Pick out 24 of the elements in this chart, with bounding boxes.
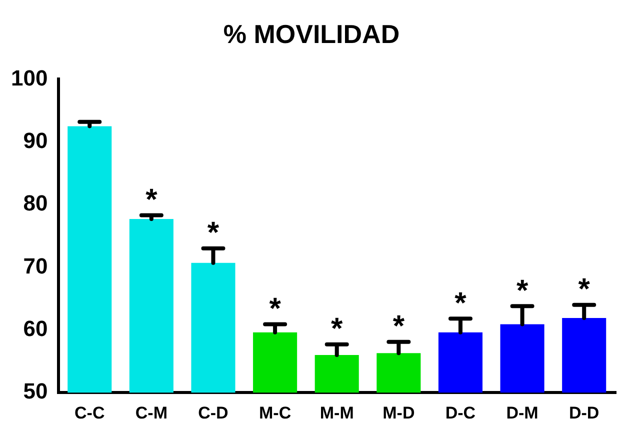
x-tick-label: M-M bbox=[320, 403, 354, 422]
annotation: * bbox=[516, 274, 528, 308]
annotation: * bbox=[578, 273, 590, 306]
y-tick-label: 50 bbox=[23, 378, 48, 404]
annotation: * bbox=[146, 183, 158, 216]
x-tick-label: C-D bbox=[198, 403, 228, 422]
x-tick-label: M-D bbox=[382, 403, 415, 422]
annotation: * bbox=[269, 292, 282, 326]
x-tick-label: D-C bbox=[445, 403, 476, 422]
y-tick-label: 70 bbox=[23, 253, 48, 278]
annotation: * bbox=[392, 310, 405, 344]
chart-title: % MOVILIDAD bbox=[223, 18, 400, 49]
annotation: * bbox=[454, 286, 467, 320]
x-tick-label: C-M bbox=[135, 403, 168, 422]
annotation: * bbox=[207, 216, 220, 250]
x-tick-label: D-M bbox=[506, 403, 538, 422]
annotation: * bbox=[331, 312, 344, 346]
y-tick-label: 80 bbox=[23, 190, 48, 216]
y-tick-label: 60 bbox=[23, 316, 48, 341]
x-tick-label: D-D bbox=[568, 403, 600, 422]
x-tick-label: M-C bbox=[258, 403, 292, 422]
y-tick-label: 100 bbox=[10, 65, 48, 90]
y-tick-label: 90 bbox=[23, 128, 48, 153]
x-tick-label: C-C bbox=[74, 403, 105, 422]
